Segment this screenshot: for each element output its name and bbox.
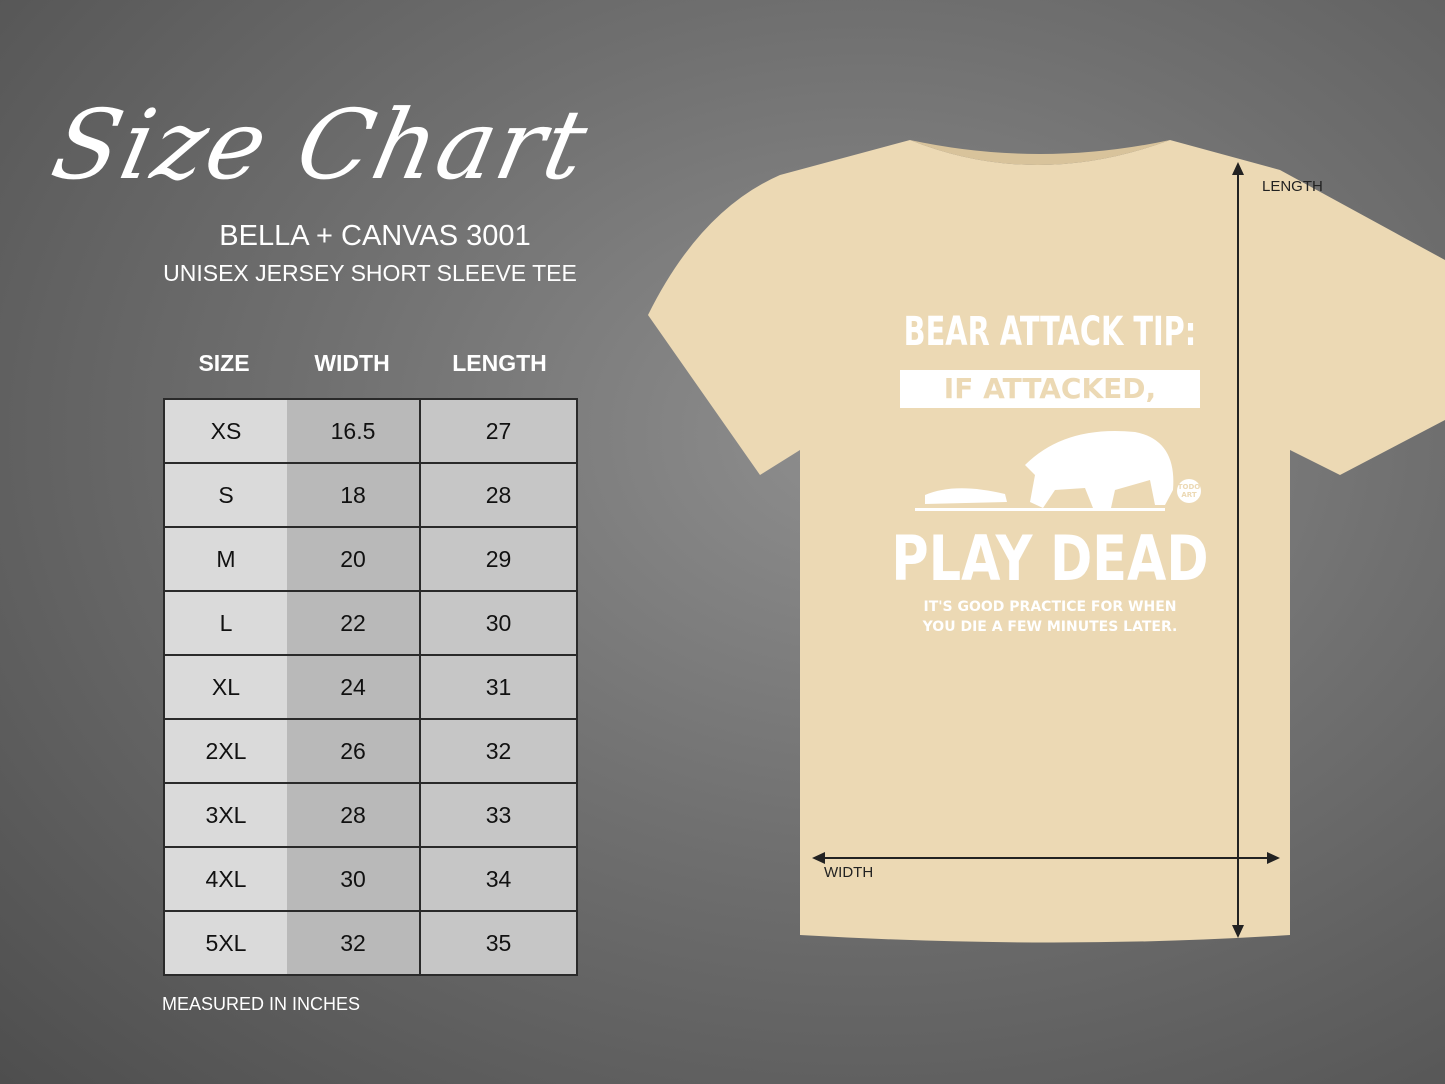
cell-length: 27 bbox=[419, 398, 578, 464]
cell-size: XS bbox=[163, 398, 287, 464]
cell-length: 31 bbox=[419, 654, 578, 720]
cell-size: 5XL bbox=[163, 910, 287, 976]
table-row: S 18 28 bbox=[163, 462, 578, 528]
cell-size: L bbox=[163, 590, 287, 656]
cell-length: 32 bbox=[419, 718, 578, 784]
cell-width: 18 bbox=[287, 462, 421, 528]
table-row: 5XL 32 35 bbox=[163, 910, 578, 976]
cell-length: 28 bbox=[419, 462, 578, 528]
size-chart-title: Size Chart bbox=[43, 89, 599, 201]
print-line2: IF ATTACKED, bbox=[900, 370, 1200, 408]
cell-size: 2XL bbox=[163, 718, 287, 784]
cell-length: 33 bbox=[419, 782, 578, 848]
table-row: 2XL 26 32 bbox=[163, 718, 578, 784]
length-label: LENGTH bbox=[1262, 178, 1323, 195]
brand-label: BELLA + CANVAS 3001 bbox=[219, 220, 531, 252]
cell-width: 16.5 bbox=[287, 398, 421, 464]
product-subtitle: UNISEX JERSEY SHORT SLEEVE TEE bbox=[163, 260, 577, 286]
cell-width: 26 bbox=[287, 718, 421, 784]
table-row: XS 16.5 27 bbox=[163, 398, 578, 464]
cell-width: 22 bbox=[287, 590, 421, 656]
cell-length: 35 bbox=[419, 910, 578, 976]
cell-size: S bbox=[163, 462, 287, 528]
cell-width: 24 bbox=[287, 654, 421, 720]
todo-art-logo: TODO ART bbox=[1177, 479, 1201, 503]
cell-length: 30 bbox=[419, 590, 578, 656]
tshirt-body bbox=[648, 140, 1445, 943]
tshirt-collar bbox=[910, 140, 1170, 165]
table-row: XL 24 31 bbox=[163, 654, 578, 720]
width-label: WIDTH bbox=[824, 864, 874, 881]
table-row: 3XL 28 33 bbox=[163, 782, 578, 848]
column-header-width: WIDTH bbox=[314, 350, 390, 376]
cell-length: 34 bbox=[419, 846, 578, 912]
table-row: M 20 29 bbox=[163, 526, 578, 592]
print-line4: IT'S GOOD PRACTICE FOR WHEN bbox=[923, 599, 1177, 615]
print-line3: PLAY DEAD bbox=[891, 522, 1209, 595]
column-header-size: SIZE bbox=[198, 350, 250, 376]
units-note: MEASURED IN INCHES bbox=[162, 994, 361, 1014]
print-line5: YOU DIE A FEW MINUTES LATER. bbox=[922, 619, 1178, 635]
cell-width: 20 bbox=[287, 526, 421, 592]
tshirt-image bbox=[648, 140, 1445, 943]
print-line1: BEAR ATTACK TIP: bbox=[903, 309, 1197, 355]
cell-length: 29 bbox=[419, 526, 578, 592]
column-header-length: LENGTH bbox=[452, 350, 547, 376]
cell-width: 32 bbox=[287, 910, 421, 976]
size-table: XS 16.5 27 S 18 28 M 20 29 L 22 30 XL 24 31 2XL 26 32 3XL 2… bbox=[163, 398, 578, 976]
cell-size: XL bbox=[163, 654, 287, 720]
cell-width: 28 bbox=[287, 782, 421, 848]
cell-size: M bbox=[163, 526, 287, 592]
cell-size: 4XL bbox=[163, 846, 287, 912]
cell-size: 3XL bbox=[163, 782, 287, 848]
cell-width: 30 bbox=[287, 846, 421, 912]
bear-illustration bbox=[915, 430, 1174, 511]
table-row: 4XL 30 34 bbox=[163, 846, 578, 912]
table-row: L 22 30 bbox=[163, 590, 578, 656]
